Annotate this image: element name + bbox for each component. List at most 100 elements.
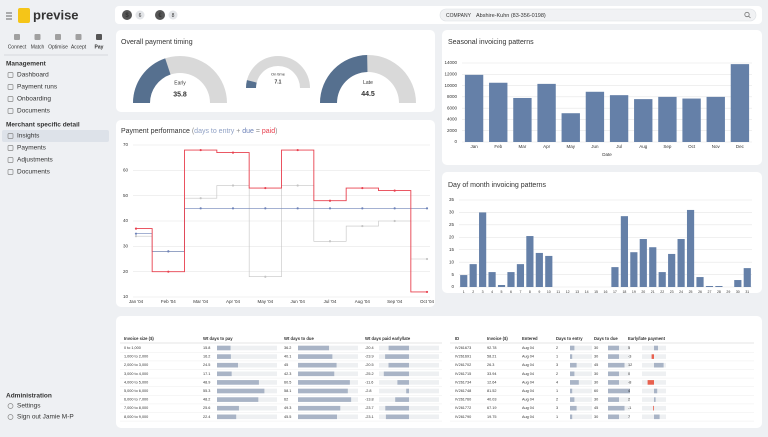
- bar: [705, 286, 714, 287]
- cell: 30: [594, 346, 598, 350]
- x-tick-label: 17: [613, 290, 617, 294]
- y-tick-label: 20: [123, 269, 129, 274]
- step-label[interactable]: Pay: [95, 44, 104, 50]
- bar-track: [217, 371, 277, 377]
- nav-icon: [7, 108, 14, 114]
- bar: [489, 82, 508, 142]
- title-part: Payment performance: [121, 128, 190, 135]
- step-label[interactable]: Optimise: [48, 44, 68, 50]
- nav-item[interactable]: Dashboard: [17, 72, 49, 79]
- cell: Aug 04: [522, 363, 534, 367]
- cell: IV261715: [455, 372, 471, 376]
- cell: -23.7: [365, 406, 374, 410]
- x-tick-label: Aug '04: [355, 299, 371, 304]
- gauge-value: [133, 58, 171, 103]
- cell: IV261748: [455, 389, 471, 393]
- x-tick-label: 20: [641, 290, 645, 294]
- column-header[interactable]: Days to due: [594, 336, 618, 341]
- cell-bar: [654, 414, 660, 420]
- column-header[interactable]: Days to entry: [556, 336, 583, 341]
- title-part: +: [234, 128, 242, 135]
- cell-bar: [388, 362, 409, 368]
- y-tick-label: 70: [123, 142, 129, 147]
- currency-filter[interactable]: [155, 10, 165, 20]
- bar: [507, 272, 515, 287]
- x-tick-label: 31: [745, 290, 749, 294]
- search-box[interactable]: [439, 8, 757, 22]
- cell: 17.1: [203, 372, 210, 376]
- data-point: [361, 186, 364, 190]
- nav-item[interactable]: Settings: [17, 403, 41, 410]
- cell: 0: [628, 372, 630, 376]
- x-tick-label: 27: [708, 290, 712, 294]
- cell: 36.2: [284, 346, 291, 350]
- bar: [620, 216, 628, 287]
- y-tick-label: 10: [123, 294, 129, 299]
- cell: -1: [628, 406, 631, 410]
- step-icon[interactable]: [55, 34, 61, 40]
- step-label[interactable]: Connect: [8, 44, 27, 50]
- step-icon[interactable]: [96, 34, 102, 40]
- chart-title: Payment performance (days to entry + due…: [121, 128, 277, 135]
- cell: -13.8: [365, 398, 374, 402]
- x-tick-label: Feb '04: [161, 299, 176, 304]
- bar: [696, 277, 704, 287]
- nav-item[interactable]: Onboarding: [17, 96, 51, 103]
- cell: 58.1: [284, 389, 291, 393]
- data-point: [199, 148, 202, 152]
- step-icon[interactable]: [75, 34, 82, 40]
- column-header[interactable]: Invoice ($): [487, 336, 508, 341]
- cell: -23.9: [365, 355, 374, 359]
- cell: Aug 04: [522, 398, 534, 402]
- x-tick-label: 2: [472, 290, 474, 294]
- currency-filter[interactable]: [122, 10, 132, 20]
- column-header[interactable]: Entered: [522, 336, 538, 341]
- column-header[interactable]: Wt days paid early/late: [365, 336, 411, 341]
- cell: -20.5: [365, 363, 374, 367]
- nav-icon: [7, 169, 14, 175]
- column-header[interactable]: Invoice size ($): [124, 336, 154, 341]
- cell: 2: [556, 346, 558, 350]
- nav-item[interactable]: Payments: [17, 145, 47, 152]
- step-icon[interactable]: [14, 34, 20, 40]
- gauge-value: [246, 80, 257, 88]
- cell: 15.8: [203, 346, 210, 350]
- nav-icon: [7, 72, 14, 78]
- menu-icon[interactable]: [6, 12, 12, 20]
- cell-bar: [608, 405, 625, 411]
- nav-item[interactable]: Adjustments: [17, 157, 54, 164]
- cell: 24.5: [203, 363, 210, 367]
- x-tick-label: 13: [575, 290, 579, 294]
- gauge-value-label: 44.5: [361, 91, 375, 98]
- nav-item[interactable]: Documents: [17, 169, 51, 176]
- x-tick-label: Nov: [712, 144, 721, 149]
- cell-bar: [298, 397, 352, 402]
- x-tick-label: 16: [604, 290, 608, 294]
- nav-item[interactable]: Documents: [17, 108, 51, 115]
- step-label[interactable]: Match: [31, 44, 45, 50]
- bar: [526, 236, 534, 287]
- cell-bar: [217, 380, 259, 385]
- nav-item[interactable]: Payment runs: [17, 84, 58, 91]
- data-point: [231, 184, 235, 187]
- cell: 45: [594, 406, 598, 410]
- nav-item[interactable]: Insights: [17, 133, 40, 140]
- cell: 45: [284, 363, 288, 367]
- cell-bar: [217, 397, 259, 402]
- step-icon[interactable]: [34, 34, 41, 40]
- cell: 4,000 to 5,000: [124, 380, 148, 384]
- cell: IV261734: [455, 380, 471, 384]
- column-header[interactable]: Early/late payment: [628, 336, 666, 341]
- cell-bar: [385, 414, 409, 420]
- step-label[interactable]: Accept: [71, 44, 87, 50]
- cell: 19.75: [487, 415, 497, 419]
- cell-bar: [647, 380, 654, 385]
- column-header[interactable]: Wt days to pay: [203, 336, 233, 341]
- cell-bar: [217, 414, 237, 420]
- nav-item[interactable]: Sign out Jamie M-P: [17, 414, 74, 421]
- column-header[interactable]: Wt days to due: [284, 336, 314, 341]
- x-tick-label: 10: [547, 290, 551, 294]
- column-header[interactable]: ID: [455, 336, 459, 341]
- x-tick-label: Oct '04: [420, 299, 435, 304]
- y-tick-label: 0: [454, 139, 457, 144]
